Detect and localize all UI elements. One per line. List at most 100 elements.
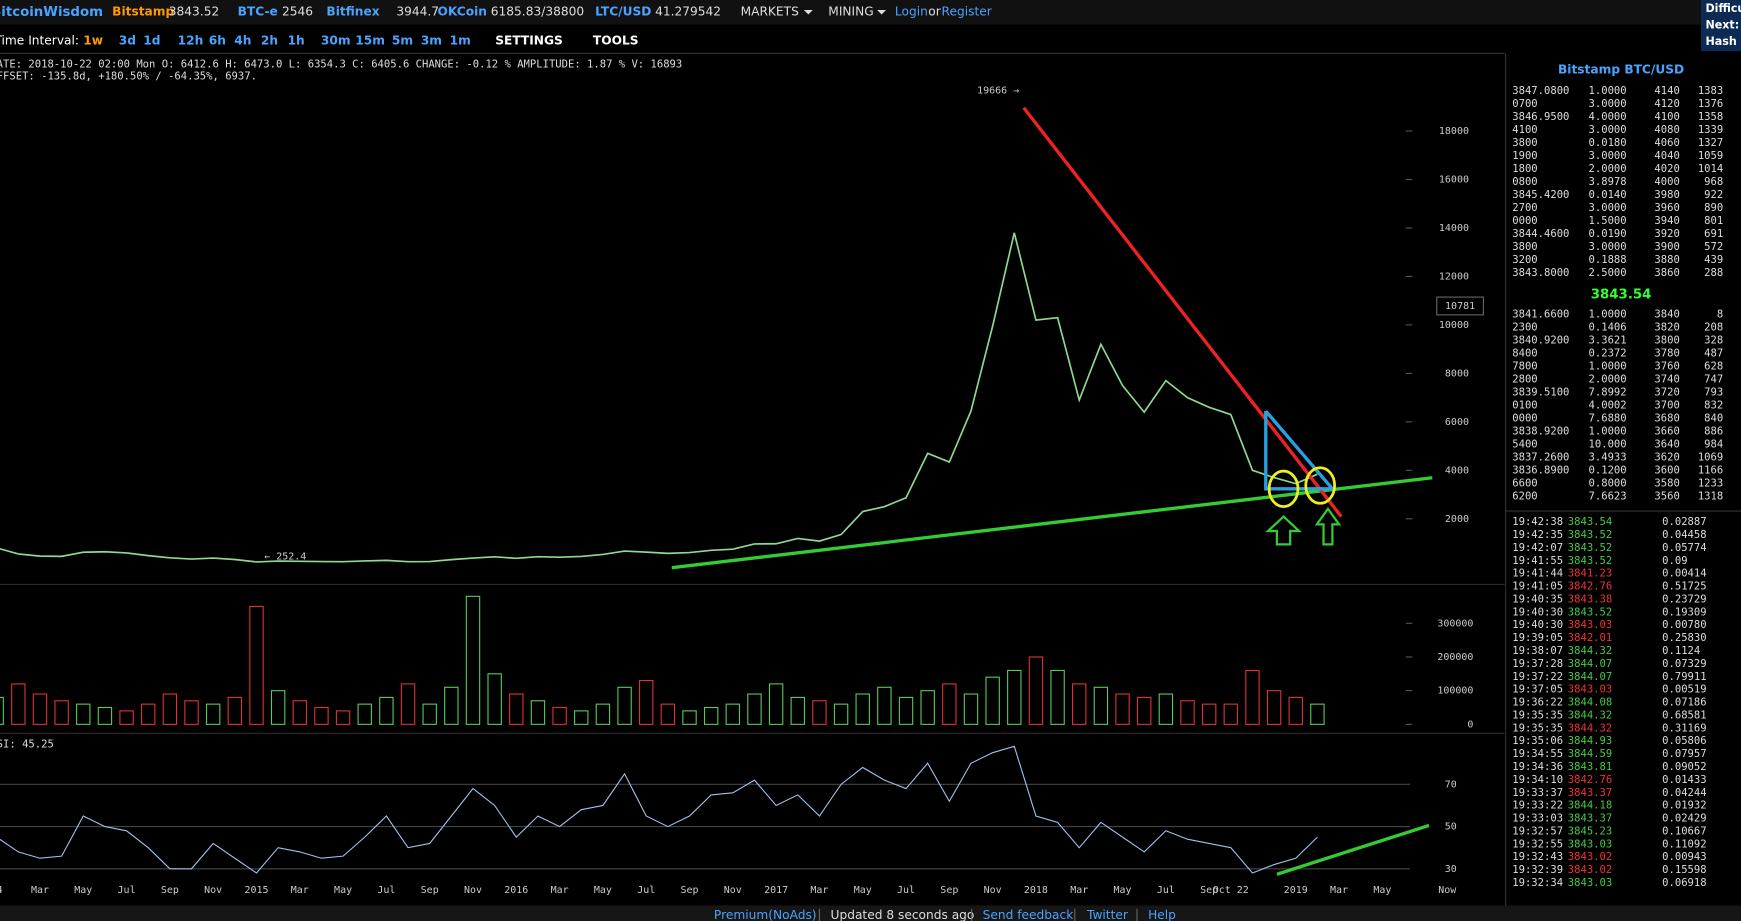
x-tick-label: 2015 <box>244 885 268 896</box>
x-tick-label: 2018 <box>1024 885 1048 896</box>
menu[interactable]: MARKETS <box>741 5 800 19</box>
book-price: 6200 <box>1512 490 1537 502</box>
settings[interactable]: SETTINGS <box>495 34 563 48</box>
book-price: 0800 <box>1512 176 1537 188</box>
ticker-name[interactable]: OKCoin <box>437 5 486 19</box>
interval[interactable]: 1w <box>83 34 103 48</box>
interval[interactable]: 12h <box>178 34 204 48</box>
ticker-value: 6185.83/38800 <box>491 5 584 19</box>
volume-bar <box>270 690 286 725</box>
x-tick-label: Jul <box>637 885 655 896</box>
interval[interactable]: 30m <box>321 34 351 48</box>
book-price: 6600 <box>1512 477 1537 489</box>
book-total: 1339 <box>1698 124 1723 136</box>
register[interactable]: Register <box>942 5 993 19</box>
footer-link[interactable]: Send feedback <box>983 908 1075 921</box>
x-tick-label: Mar <box>551 885 569 896</box>
interval[interactable]: 2h <box>261 34 278 48</box>
circle <box>1267 469 1300 508</box>
book-price: 1800 <box>1512 163 1537 175</box>
trade-price: 3843.52 <box>1568 555 1612 567</box>
volume-bar <box>942 683 957 725</box>
book-total: 922 <box>1704 189 1723 201</box>
tools[interactable]: TOOLS <box>593 34 639 48</box>
volume-bar <box>617 686 632 725</box>
book-price: 3836.8900 <box>1512 464 1569 476</box>
x-tick-label: Mar <box>291 885 309 896</box>
volume-bar <box>141 703 156 725</box>
y-tick-label: 16000 <box>1439 174 1469 185</box>
cursor-box <box>1436 296 1484 316</box>
ticker-name[interactable]: Bitfinex <box>326 5 379 19</box>
ticker-name[interactable]: LTC/USD <box>595 5 651 19</box>
trade-amount: 0.09052 <box>1662 761 1706 773</box>
volume-bar <box>790 696 805 725</box>
volume-bar <box>574 710 589 725</box>
interval[interactable]: 1h <box>288 34 305 48</box>
book-total: 1069 <box>1698 451 1723 463</box>
x-tick-label: Jul <box>118 885 136 896</box>
volume-bar <box>1093 686 1109 725</box>
interval[interactable]: 4h <box>234 34 251 48</box>
trade-time: 19:37:28 <box>1512 658 1563 670</box>
volume-bar <box>249 605 264 725</box>
footer-link[interactable]: Premium(NoAds) <box>714 908 817 921</box>
menu[interactable]: MINING <box>828 5 873 19</box>
book-amount: 4.0000 <box>1589 111 1627 123</box>
book-total: 793 <box>1704 386 1723 398</box>
book-total: 840 <box>1704 412 1723 424</box>
book-total: 288 <box>1704 267 1723 279</box>
trade-time: 19:34:55 <box>1512 748 1563 760</box>
y-tick-label: 0 <box>1467 719 1473 730</box>
book-level: 3580 <box>1654 477 1679 489</box>
volume-bar <box>1028 656 1044 725</box>
trade-price: 3842.76 <box>1568 774 1612 786</box>
volume-bar <box>920 690 935 725</box>
trade-time: 19:41:05 <box>1512 581 1563 593</box>
book-level: 4140 <box>1654 85 1679 97</box>
caret <box>803 9 813 15</box>
book-price: 0700 <box>1512 98 1537 110</box>
caret <box>877 9 887 15</box>
volume-bar <box>768 683 784 725</box>
volume-bar <box>1201 703 1217 725</box>
volume-bar <box>1158 693 1174 725</box>
interval[interactable]: 15m <box>355 34 385 48</box>
book-level: 4100 <box>1654 111 1679 123</box>
footer-link[interactable]: Help <box>1148 908 1176 921</box>
book-price: 5400 <box>1512 438 1537 450</box>
trade-time: 19:41:55 <box>1512 555 1563 567</box>
x-tick-label: Now <box>1438 885 1457 896</box>
login[interactable]: Login <box>895 5 928 19</box>
ticker-name[interactable]: Bitstamp <box>112 5 174 19</box>
footer-link[interactable]: Twitter <box>1086 908 1129 921</box>
interval[interactable]: 3d <box>119 34 136 48</box>
volume-bar <box>487 673 502 725</box>
book-price: 3838.9200 <box>1512 425 1569 437</box>
interval[interactable]: 1m <box>450 34 471 48</box>
book-level: 3960 <box>1654 202 1679 214</box>
trade-time: 19:42:38 <box>1512 516 1563 528</box>
interval[interactable]: 3m <box>421 34 442 48</box>
trade-time: 19:40:30 <box>1512 619 1563 631</box>
volume-bar <box>1223 703 1239 725</box>
y-tick-label: 8000 <box>1445 368 1469 379</box>
volume-bar <box>162 693 178 725</box>
x-tick-label: Mar <box>31 885 49 896</box>
book-amount: 7.8992 <box>1589 386 1627 398</box>
ticker-value: 3843.52 <box>169 5 219 19</box>
interval[interactable]: 5m <box>392 34 413 48</box>
x-tick-label: May <box>594 885 612 896</box>
y-tick-label: 4000 <box>1445 465 1469 476</box>
ticker-name[interactable]: BTC-e <box>238 5 278 19</box>
interval[interactable]: 6h <box>209 34 226 48</box>
trade-price: 3844.59 <box>1568 748 1612 760</box>
book-price: 3837.2600 <box>1512 451 1569 463</box>
book-price: 8400 <box>1512 347 1537 359</box>
interval[interactable]: 1d <box>143 34 160 48</box>
book-level: 4120 <box>1654 98 1679 110</box>
rsi-trendline <box>1276 823 1430 876</box>
y-tick-label: 30 <box>1445 864 1457 875</box>
x-tick-label: Mar <box>1330 885 1348 896</box>
book-amount: 3.0000 <box>1589 98 1627 110</box>
